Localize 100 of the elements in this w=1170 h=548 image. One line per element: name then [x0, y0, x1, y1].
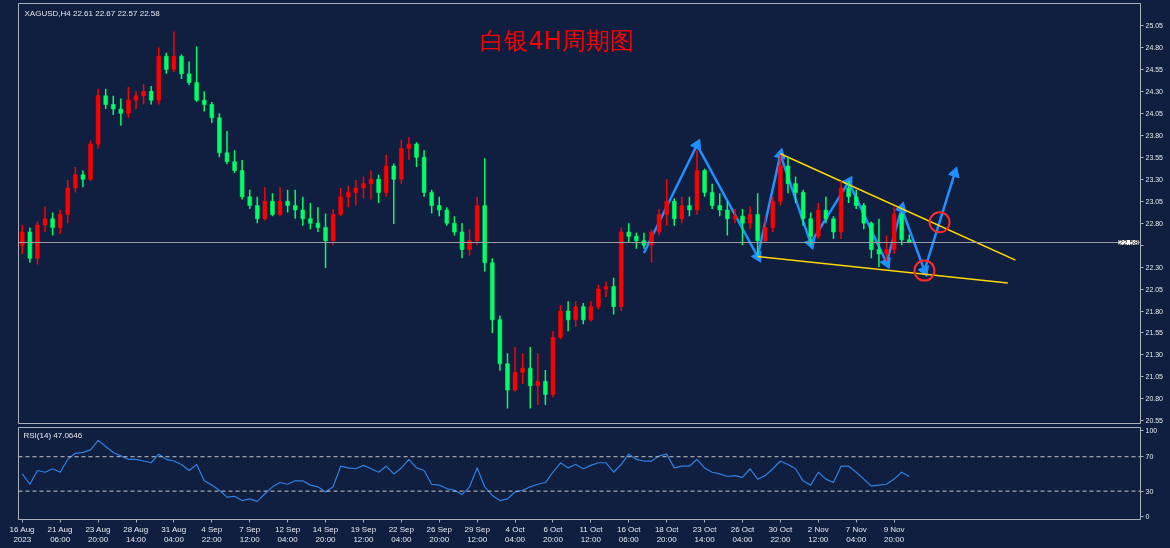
candlestick [709, 182, 715, 210]
text: XAGUSD,H4 22.61 22.67 22.57 22.58 [24, 8, 161, 18]
candlestick [224, 130, 230, 166]
chart-title: RSI(14) 47.0646 [23, 430, 83, 440]
candlestick [649, 228, 654, 264]
ref-line-label: 22.58 [1118, 238, 1140, 247]
candlestick [308, 202, 313, 231]
candlestick [118, 97, 124, 127]
candlestick [785, 156, 791, 195]
candlestick [854, 189, 859, 210]
candlestick [171, 30, 177, 73]
candlestick [664, 178, 669, 227]
x-tick-label: 31 Aug 04:00 [161, 524, 187, 545]
candlestick [209, 101, 215, 124]
x-tick-label: 16 Oct 06:00 [616, 524, 642, 545]
candlestick [581, 302, 586, 325]
candlestick [111, 95, 116, 116]
candlestick [164, 51, 169, 75]
candlestick [20, 224, 25, 255]
candlestick [596, 283, 601, 311]
candlestick [285, 189, 290, 214]
candlestick [247, 189, 252, 210]
x-tick-label: 7 Nov 04:00 [845, 524, 867, 545]
candlestick [543, 369, 548, 406]
candlestick [437, 196, 442, 217]
candlestick [808, 211, 813, 246]
candlestick [573, 300, 578, 328]
point [928, 211, 951, 234]
x-tick-label: 4 Oct 04:00 [505, 524, 526, 545]
x-tick-label: 12 Sep 04:00 [274, 524, 301, 545]
x-tick-label: 4 Sep 22:00 [201, 524, 223, 545]
candlestick [611, 276, 616, 316]
candlestick [444, 206, 450, 227]
x-tick-label: 18 Oct 20:00 [654, 524, 680, 545]
candlestick [535, 352, 540, 406]
candlestick [747, 205, 753, 231]
candlestick [391, 162, 396, 225]
x-tick-label: 9 Nov 20:00 [883, 524, 905, 545]
candlestick [884, 234, 889, 262]
candlestick [687, 196, 692, 217]
candlestick [141, 83, 146, 106]
candlestick [368, 169, 374, 201]
candlestick [323, 212, 328, 269]
candlestick [255, 196, 260, 224]
x-tick-label: 7 Sep 12:00 [239, 524, 261, 545]
candlestick [452, 215, 457, 237]
candlestick [520, 352, 525, 385]
candlestick [338, 187, 343, 217]
candlestick [262, 186, 268, 222]
point [913, 259, 936, 282]
candlestick [42, 205, 48, 233]
point [948, 166, 960, 179]
candlestick [293, 189, 298, 220]
x-tick-label: 2 Nov 12:00 [807, 524, 829, 545]
candlestick [459, 222, 465, 260]
candlestick [126, 86, 131, 119]
candlestick [315, 206, 321, 233]
candlestick [793, 175, 798, 204]
candlestick [58, 209, 63, 235]
candlestick [376, 174, 381, 204]
candlestick [361, 175, 366, 200]
candlestick [725, 200, 730, 237]
candlestick [429, 189, 434, 215]
candlestick [186, 60, 192, 86]
candlestick [202, 90, 207, 113]
x-tick-label: 23 Aug 20:00 [85, 524, 111, 545]
candlestick [512, 346, 518, 393]
x-tick-label: 21 Aug 06:00 [47, 524, 73, 545]
x-tick-label: 26 Oct 04:00 [730, 524, 756, 545]
x-tick-label: 19 Sep 12:00 [350, 524, 377, 545]
x-tick-label: 28 Aug 14:00 [123, 524, 149, 545]
candlestick [270, 192, 275, 217]
candlestick [679, 196, 685, 224]
line-series [21, 439, 910, 503]
x-tick-label: 22 Sep 04:00 [388, 524, 415, 545]
x-tick-label: 29 Sep 12:00 [464, 524, 491, 545]
candlestick [50, 211, 55, 237]
candlestick [148, 85, 154, 106]
candlestick [194, 45, 199, 103]
candlestick [672, 197, 677, 227]
candlestick [846, 180, 851, 204]
candlestick [702, 167, 707, 198]
candlestick [831, 215, 836, 240]
candlestick [73, 166, 78, 194]
candlestick [353, 179, 359, 207]
x-tick-label: 6 Oct 20:00 [542, 524, 564, 545]
candlestick [861, 202, 866, 231]
x-tick-label: 26 Sep 20:00 [426, 524, 453, 545]
text: 白银4H周期图 [480, 26, 634, 55]
candlestick [717, 192, 722, 217]
x-tick-label: 30 Oct 22:00 [768, 524, 793, 545]
candlestick [876, 218, 882, 268]
candlestick [467, 228, 472, 257]
candlestick [103, 87, 108, 110]
candlestick [588, 300, 594, 323]
candlestick [346, 185, 351, 209]
x-tick-label: 16 Aug 2023 [9, 524, 35, 545]
x-tick-label: 23 Oct 14:00 [692, 524, 718, 545]
x-tick-label: 11 Oct 12:00 [579, 524, 604, 545]
candlestick [133, 90, 139, 110]
